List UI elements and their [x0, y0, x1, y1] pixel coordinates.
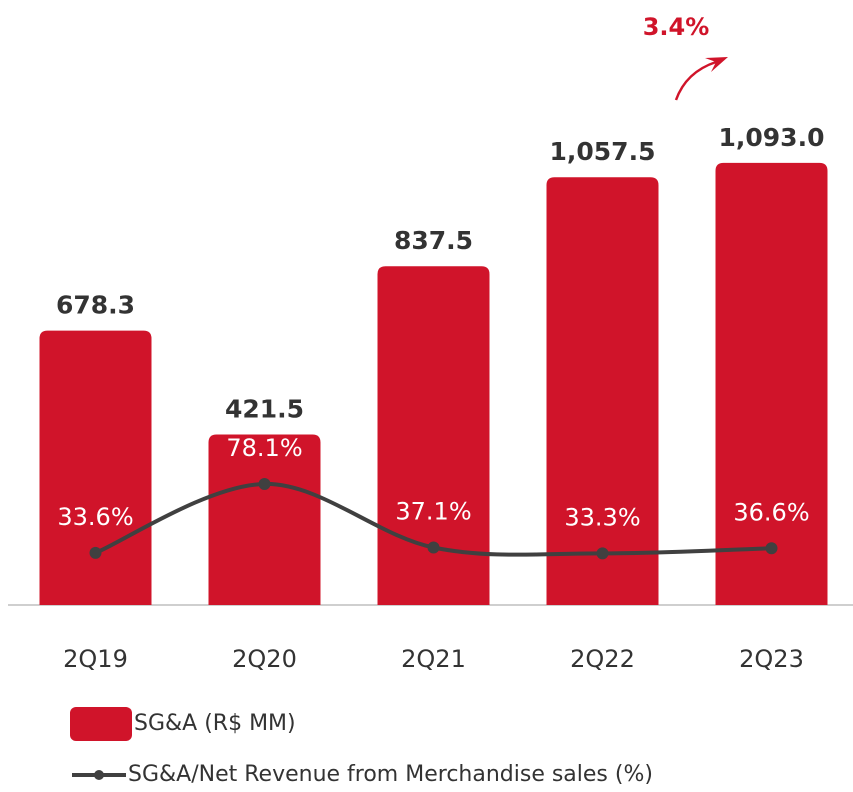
line-marker [765, 542, 778, 555]
annotation: 3.4% [643, 13, 710, 41]
line-marker [89, 546, 102, 559]
bar [546, 177, 659, 605]
x-tick-label: 2Q19 [63, 645, 128, 673]
legend-label: SG&A (R$ MM) [134, 711, 296, 736]
bar-value-label: 421.5 [225, 394, 304, 423]
line-marker [596, 547, 609, 560]
line-value-label: 36.6% [733, 498, 809, 526]
line-value-label: 33.3% [564, 503, 640, 531]
x-tick-label: 2Q21 [401, 645, 466, 673]
line-marker [258, 477, 271, 490]
annotation-arrow [674, 60, 717, 101]
bar [377, 266, 490, 605]
x-tick-label: 2Q23 [739, 645, 804, 673]
legend-swatch-marker [94, 770, 104, 780]
x-tick-label: 2Q22 [570, 645, 635, 673]
bar [39, 330, 152, 605]
legend-label: SG&A/Net Revenue from Merchandise sales … [128, 762, 653, 787]
line-value-label: 78.1% [226, 434, 302, 462]
bar [715, 162, 828, 605]
bar-value-label: 837.5 [394, 226, 473, 255]
bar-value-label: 678.3 [56, 291, 135, 320]
line-marker [427, 541, 440, 554]
line-value-label: 33.6% [57, 503, 133, 531]
legend-swatch [70, 707, 132, 741]
annotation-arrowhead [705, 57, 728, 72]
x-tick-label: 2Q20 [232, 645, 297, 673]
line-value-label: 37.1% [395, 497, 471, 525]
bar-value-label: 1,093.0 [719, 123, 825, 152]
bar-value-label: 1,057.5 [550, 137, 656, 166]
bar [208, 434, 321, 605]
